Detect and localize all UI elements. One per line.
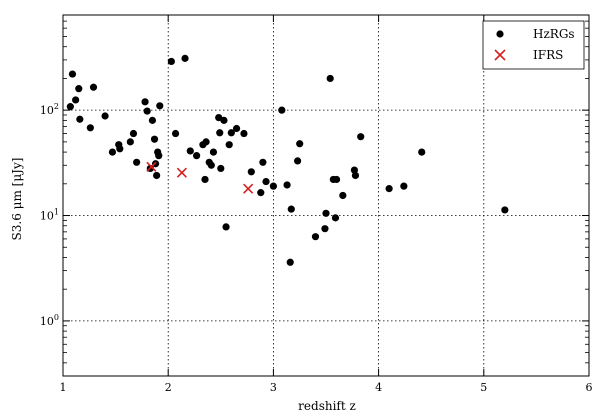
point-hzrgs <box>126 138 134 146</box>
legend: HzRGs IFRS <box>482 20 585 70</box>
point-hzrgs <box>133 158 141 166</box>
point-hzrgs <box>259 158 267 166</box>
legend-label-hzrgs: HzRGs <box>533 27 575 41</box>
point-hzrgs <box>86 124 94 132</box>
point-ifrs <box>176 167 187 178</box>
point-hzrgs <box>151 160 160 168</box>
point-hzrgs <box>326 74 334 83</box>
point-hzrgs <box>225 141 233 149</box>
point-hzrgs <box>222 223 230 231</box>
point-ifrs <box>243 183 254 194</box>
x-tick-label: 5 <box>480 381 487 394</box>
point-hzrgs <box>201 175 209 184</box>
point-hzrgs <box>141 98 149 106</box>
point-hzrgs <box>351 171 360 180</box>
y-tick-labels: 100 101 102 <box>40 102 59 328</box>
point-hzrgs <box>350 166 359 174</box>
point-hzrgs <box>186 147 194 155</box>
point-hzrgs <box>357 133 365 141</box>
x-tick-label: 3 <box>270 381 277 394</box>
x-tick-label: 4 <box>375 381 382 394</box>
point-hzrgs <box>339 191 347 200</box>
point-hzrgs <box>257 189 265 197</box>
point-hzrgs <box>501 206 509 214</box>
point-hzrgs <box>148 116 157 124</box>
point-ifrs <box>146 161 157 172</box>
point-hzrgs <box>171 129 180 138</box>
point-hzrgs <box>287 205 295 213</box>
y-tick-label: 100 <box>40 313 59 328</box>
y-tick-label: 101 <box>40 208 59 223</box>
x-tick-labels: 1 2 3 4 5 6 <box>60 381 593 394</box>
data-points <box>66 54 509 266</box>
point-hzrgs <box>385 185 393 193</box>
point-hzrgs <box>227 129 235 137</box>
point-hzrgs <box>296 140 304 148</box>
point-hzrgs <box>193 152 201 160</box>
plot-frame <box>62 14 590 377</box>
point-hzrgs <box>216 129 224 137</box>
legend-marker-ifrs <box>494 49 506 61</box>
point-hzrgs <box>321 225 329 233</box>
point-hzrgs <box>332 175 341 184</box>
point-hzrgs <box>331 214 340 222</box>
point-hzrgs <box>400 182 408 190</box>
x-tick-label: 1 <box>60 381 67 394</box>
point-hzrgs <box>232 124 241 133</box>
point-hzrgs <box>156 102 164 110</box>
point-hzrgs <box>202 138 210 146</box>
series-hzrgs <box>66 54 509 266</box>
gridlines <box>63 15 589 376</box>
x-tick-label: 6 <box>586 381 593 394</box>
point-hzrgs <box>167 57 175 66</box>
point-hzrgs <box>129 129 138 138</box>
point-hzrgs <box>209 148 218 156</box>
y-axis-title: S3.6 μm [μJy] <box>10 158 24 241</box>
y-tick-label: 102 <box>40 102 59 117</box>
point-hzrgs <box>143 107 151 115</box>
point-hzrgs <box>247 168 255 176</box>
point-hzrgs <box>220 116 228 124</box>
point-hzrgs <box>89 83 98 91</box>
legend-marker-hzrgs <box>496 30 504 38</box>
point-hzrgs <box>66 103 74 111</box>
point-hzrgs <box>150 135 159 143</box>
point-hzrgs <box>72 96 80 104</box>
point-hzrgs <box>207 161 215 169</box>
point-hzrgs <box>286 258 294 266</box>
point-hzrgs <box>217 164 225 173</box>
point-hzrgs <box>418 148 426 156</box>
point-hzrgs <box>311 233 320 241</box>
point-hzrgs <box>155 152 163 160</box>
point-hzrgs <box>322 209 330 217</box>
x-axis-title: redshift z <box>298 399 356 413</box>
x-tick-label: 2 <box>165 381 172 394</box>
point-hzrgs <box>269 182 277 190</box>
legend-box <box>482 20 585 70</box>
point-hzrgs <box>240 129 248 138</box>
point-hzrgs <box>116 145 124 153</box>
point-hzrgs <box>68 70 77 78</box>
point-hzrgs <box>108 148 117 156</box>
series-ifrs <box>146 161 254 194</box>
point-hzrgs <box>153 171 161 180</box>
point-hzrgs <box>293 157 302 165</box>
legend-label-ifrs: IFRS <box>533 48 563 62</box>
point-hzrgs <box>76 115 84 123</box>
point-hzrgs <box>283 181 291 189</box>
point-hzrgs <box>101 112 109 120</box>
point-hzrgs <box>75 85 83 93</box>
point-hzrgs <box>262 177 270 186</box>
point-hzrgs <box>278 106 286 114</box>
point-hzrgs <box>181 54 189 62</box>
